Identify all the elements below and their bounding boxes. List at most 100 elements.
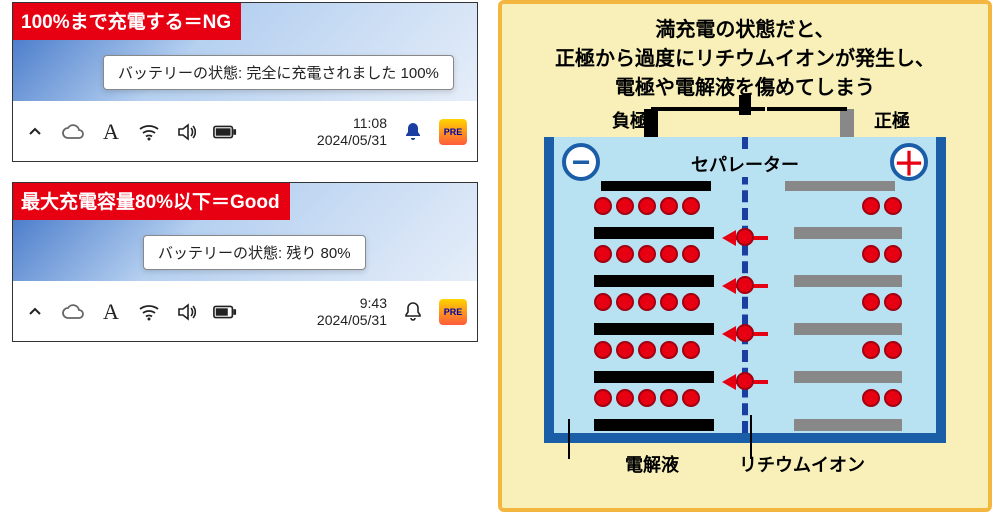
ion-row bbox=[778, 243, 902, 265]
ion-row bbox=[594, 291, 718, 313]
lithium-ion-icon bbox=[884, 341, 902, 359]
ion-row bbox=[778, 339, 902, 361]
wifi-icon[interactable] bbox=[137, 300, 161, 324]
pos-electrode-stack bbox=[778, 181, 902, 441]
volume-icon[interactable] bbox=[175, 300, 199, 324]
lithium-ion-icon bbox=[736, 276, 754, 294]
battery-diagram-panel: 満充電の状態だと、 正極から過度にリチウムイオンが発生し、 電極や電解液を傷めて… bbox=[498, 0, 992, 512]
lithium-ion-icon bbox=[660, 245, 678, 263]
lithium-ion-icon bbox=[682, 389, 700, 407]
lithium-ion-icon bbox=[638, 389, 656, 407]
ion-flow-arrow-icon bbox=[722, 371, 768, 393]
time-text: 11:08 bbox=[317, 115, 387, 132]
ime-a-icon[interactable]: A bbox=[99, 300, 123, 324]
caption-label-ng: 100%まで充電する＝NG bbox=[13, 3, 241, 40]
electrode-plate bbox=[594, 323, 714, 335]
electrode-plate bbox=[794, 419, 902, 431]
lithium-ion-icon bbox=[884, 293, 902, 311]
leader-line bbox=[750, 415, 752, 459]
lithium-ion-icon bbox=[594, 341, 612, 359]
ion-row bbox=[594, 339, 718, 361]
taskbar: A 11:08 2024/05/31 PRE bbox=[13, 103, 477, 161]
lithium-ion-icon bbox=[638, 341, 656, 359]
lithium-ion-icon bbox=[884, 389, 902, 407]
notification-bell-icon[interactable] bbox=[401, 300, 425, 324]
lithium-ion-icon bbox=[862, 293, 880, 311]
electrolyte-label: 電解液 bbox=[625, 451, 679, 477]
lithium-ion-icon bbox=[638, 197, 656, 215]
electrode-plate bbox=[594, 419, 714, 431]
load-symbol bbox=[725, 107, 765, 111]
title-line-2: 正極から過度にリチウムイオンが発生し、 bbox=[518, 45, 972, 74]
taskbar: A 9:43 2024/05/31 PRE bbox=[13, 283, 477, 341]
pre-badge-icon[interactable]: PRE bbox=[439, 119, 467, 145]
lithium-ion-icon bbox=[736, 324, 754, 342]
lithium-ion-icon bbox=[862, 389, 880, 407]
lithium-ion-icon bbox=[638, 293, 656, 311]
date-text: 2024/05/31 bbox=[317, 132, 387, 149]
lithium-ion-icon bbox=[884, 245, 902, 263]
wire bbox=[767, 107, 847, 111]
plus-sign-icon: ＋ bbox=[890, 143, 928, 181]
ion-row bbox=[778, 195, 902, 217]
lithium-ion-icon bbox=[616, 293, 634, 311]
lithium-ion-icon bbox=[660, 293, 678, 311]
ion-row bbox=[594, 195, 718, 217]
diagram-title: 満充電の状態だと、 正極から過度にリチウムイオンが発生し、 電極や電解液を傷めて… bbox=[518, 16, 972, 103]
lithium-ion-icon bbox=[616, 341, 634, 359]
lithium-ion-icon bbox=[660, 197, 678, 215]
cloud-icon[interactable] bbox=[61, 120, 85, 144]
ion-flow-arrow-icon bbox=[722, 323, 768, 345]
ion-flow-arrow-icon bbox=[722, 227, 768, 249]
ion-flow-arrow-icon bbox=[722, 275, 768, 297]
ime-a-icon[interactable]: A bbox=[99, 120, 123, 144]
wifi-icon[interactable] bbox=[137, 120, 161, 144]
lithium-ion-label: リチウムイオン bbox=[739, 451, 865, 477]
lithium-ion-icon bbox=[736, 372, 754, 390]
taskbar-clock[interactable]: 9:43 2024/05/31 bbox=[317, 295, 387, 329]
electrode-cap bbox=[785, 181, 895, 191]
volume-icon[interactable] bbox=[175, 120, 199, 144]
lithium-ion-icon bbox=[862, 245, 880, 263]
electrode-plate bbox=[794, 227, 902, 239]
ion-row bbox=[778, 387, 902, 409]
electrode-plate bbox=[794, 275, 902, 287]
battery-80-icon[interactable] bbox=[213, 300, 237, 324]
ion-row bbox=[594, 387, 718, 409]
lithium-ion-icon bbox=[660, 341, 678, 359]
lithium-ion-icon bbox=[594, 389, 612, 407]
lithium-ion-icon bbox=[616, 197, 634, 215]
lithium-ion-icon bbox=[736, 228, 754, 246]
notification-bell-icon[interactable] bbox=[401, 120, 425, 144]
lithium-ion-icon bbox=[682, 197, 700, 215]
lithium-ion-icon bbox=[638, 245, 656, 263]
battery-tooltip: バッテリーの状態: 完全に充電されました 100% bbox=[103, 55, 454, 90]
leader-line bbox=[568, 419, 570, 459]
cloud-icon[interactable] bbox=[61, 300, 85, 324]
neg-electrode-stack bbox=[594, 181, 718, 441]
lithium-ion-icon bbox=[862, 197, 880, 215]
tray-expand-icon[interactable] bbox=[23, 300, 47, 324]
taskbar-clock[interactable]: 11:08 2024/05/31 bbox=[317, 115, 387, 149]
time-text: 9:43 bbox=[317, 295, 387, 312]
electrode-plate bbox=[594, 371, 714, 383]
lithium-ion-icon bbox=[594, 197, 612, 215]
electrode-plate bbox=[594, 227, 714, 239]
date-text: 2024/05/31 bbox=[317, 312, 387, 329]
minus-sign-icon: − bbox=[562, 143, 600, 181]
electrode-plate bbox=[594, 275, 714, 287]
lithium-ion-icon bbox=[616, 389, 634, 407]
pos-electrode-label: 正極 bbox=[874, 107, 910, 133]
caption-label-good: 最大充電容量80%以下＝Good bbox=[13, 183, 290, 220]
electrode-cap bbox=[601, 181, 711, 191]
neg-terminal bbox=[644, 109, 658, 137]
battery-full-icon[interactable] bbox=[213, 120, 237, 144]
screenshot-panel-good: 最大充電容量80%以下＝Good バッテリーの状態: 残り 80% A 9:43 bbox=[12, 182, 478, 342]
load-symbol bbox=[739, 95, 751, 115]
lithium-ion-icon bbox=[594, 245, 612, 263]
lithium-ion-icon bbox=[682, 245, 700, 263]
electrode-plate bbox=[794, 371, 902, 383]
tray-expand-icon[interactable] bbox=[23, 120, 47, 144]
pre-badge-icon[interactable]: PRE bbox=[439, 299, 467, 325]
battery-cell-diagram: − ＋ セパレーター bbox=[544, 137, 946, 443]
